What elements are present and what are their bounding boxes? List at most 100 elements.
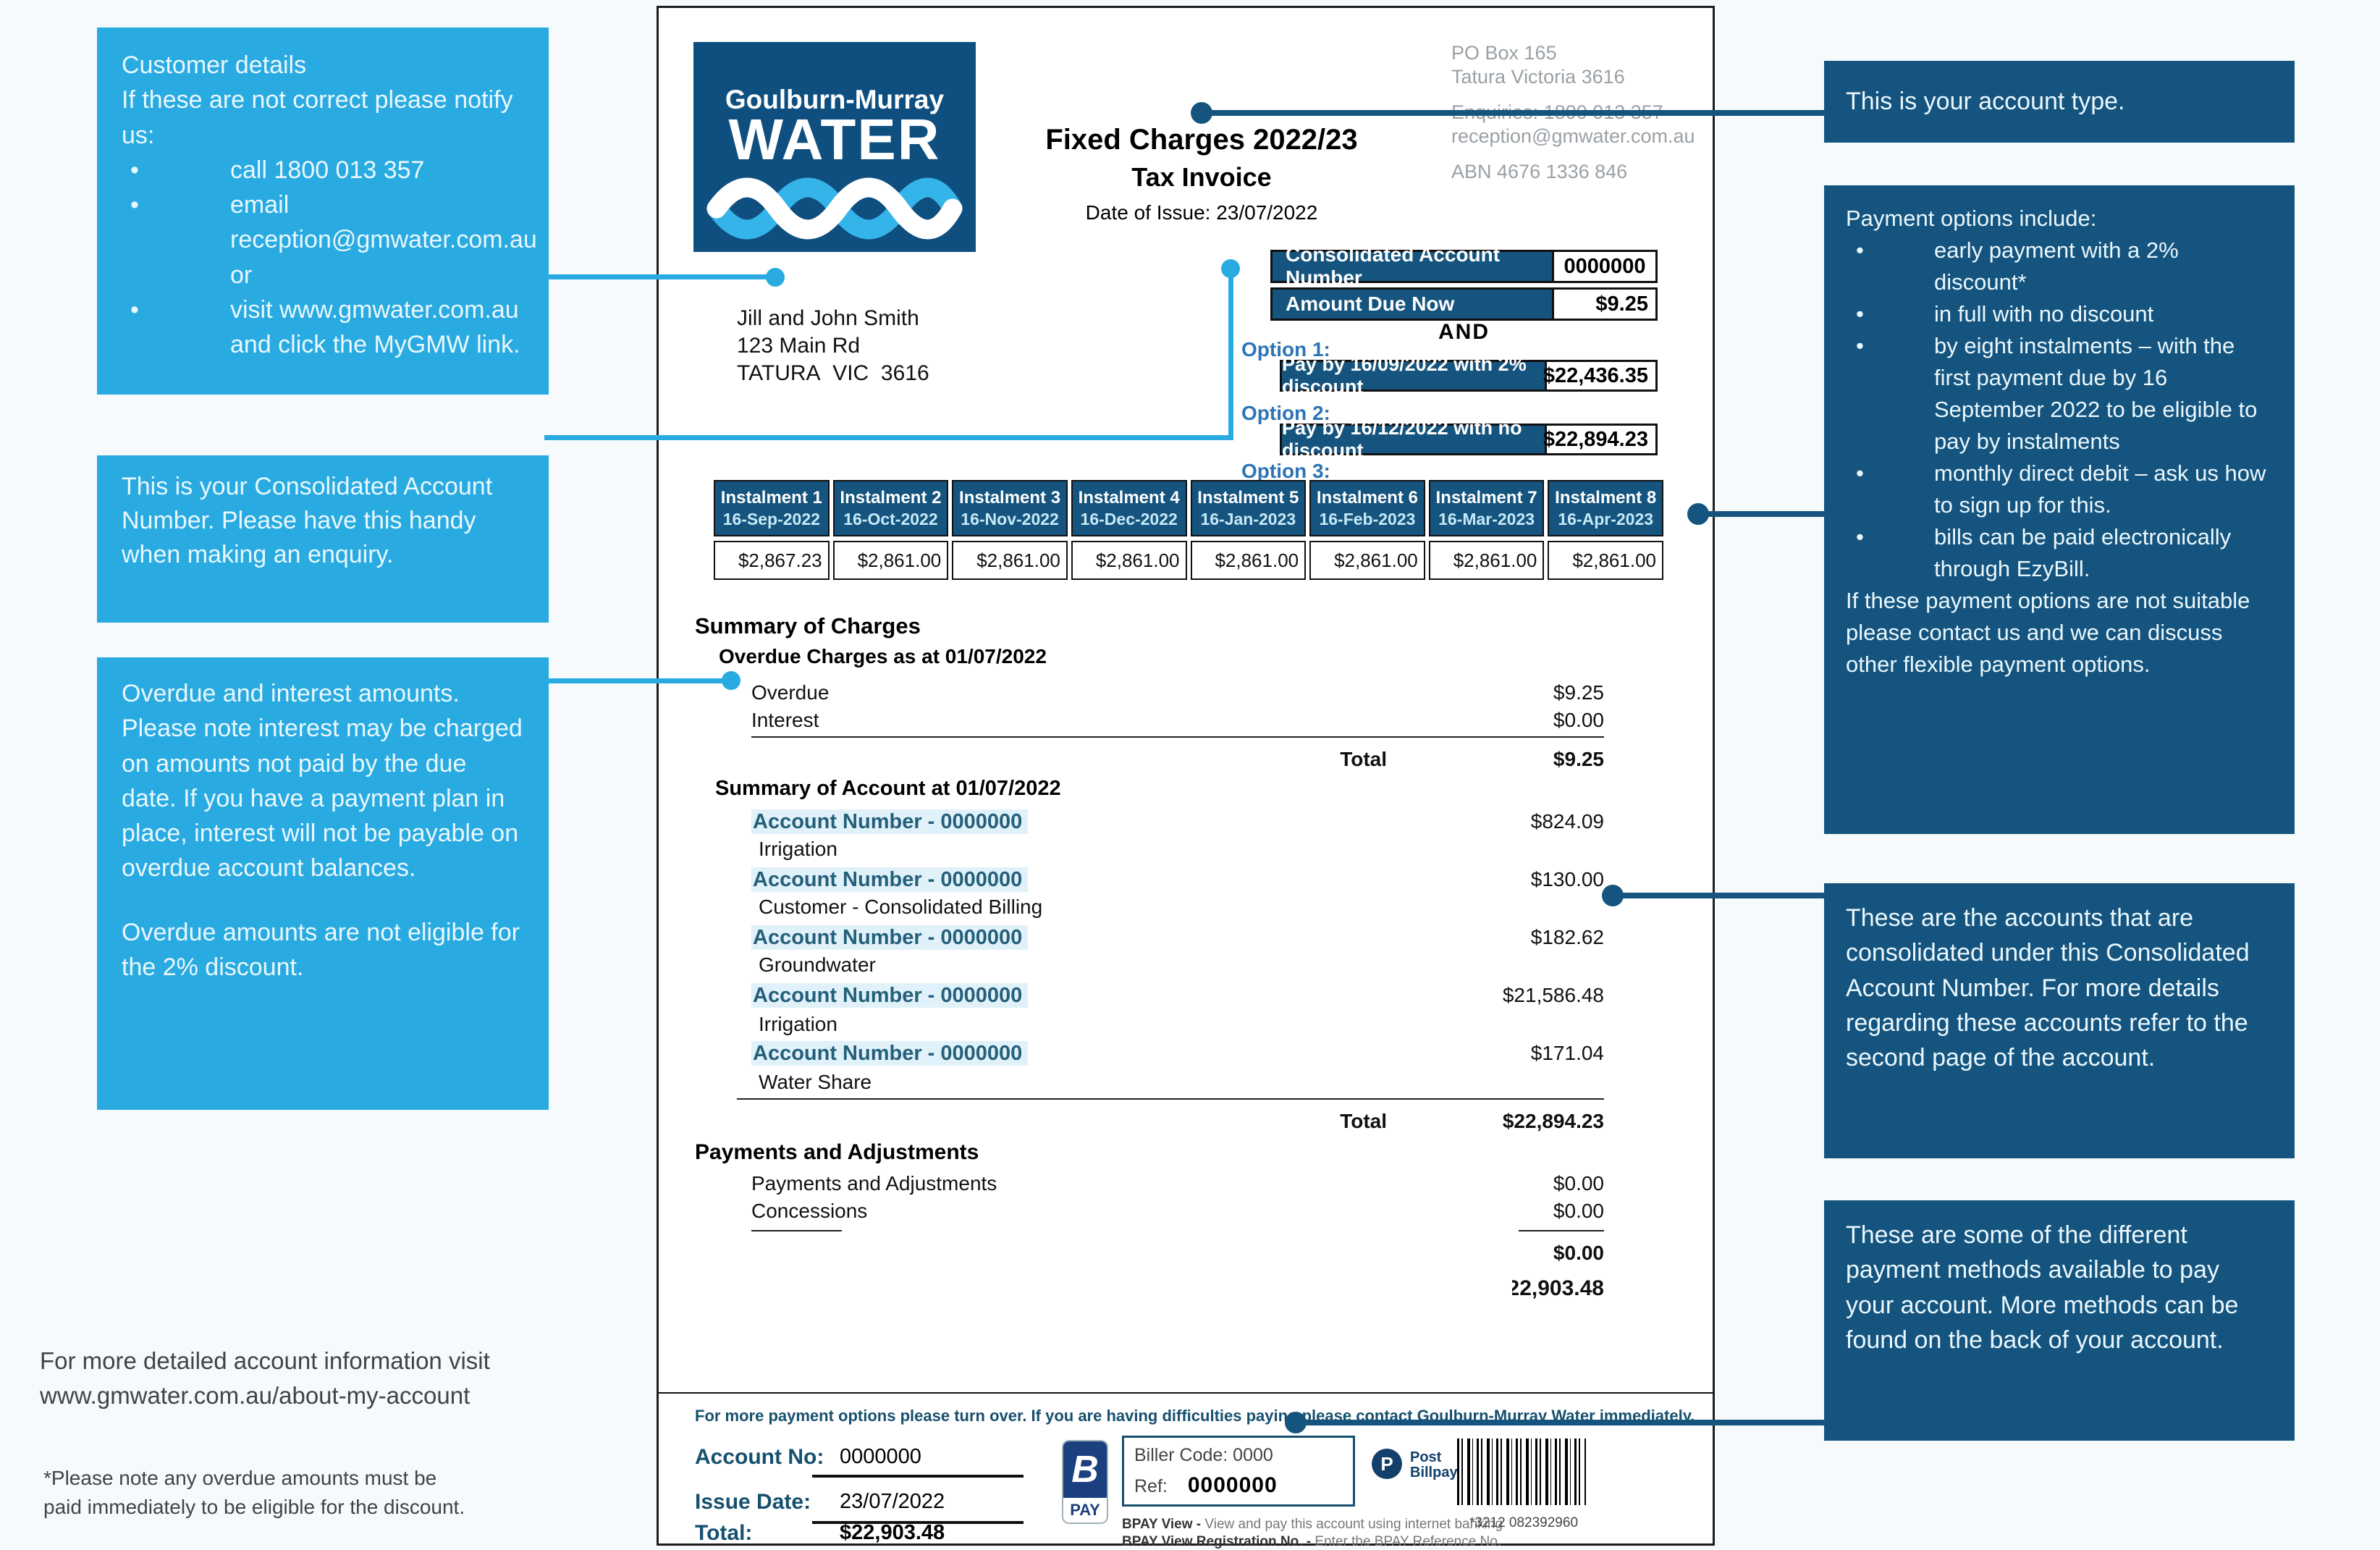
account-summary-total-label: Total	[1340, 1110, 1387, 1132]
account-number-label: Account Number - 0000000	[751, 867, 1029, 892]
callout-customer-bullet: call 1800 013 357	[122, 153, 524, 188]
instalment-column: Instalment 7 16-Mar-2023 $2,861.00	[1428, 480, 1545, 580]
payment-options-outro: If these payment options are not suitabl…	[1846, 588, 2250, 678]
instalment-amount: $2,861.00	[832, 541, 949, 580]
connector-consolidated-vertical	[1228, 268, 1233, 440]
account-summary-divider	[737, 1098, 1604, 1100]
instalment-column: Instalment 6 16-Feb-2023 $2,861.00	[1309, 480, 1425, 580]
callout-customer-details: Customer details If these are not correc…	[97, 28, 549, 395]
barcode-number: *3212 082392960	[1469, 1515, 1579, 1530]
account-row: Account Number - 0000000 $130.00	[751, 867, 1604, 892]
interest-row: Interest $0.00	[751, 709, 1604, 732]
connector-instalments	[1698, 511, 1824, 517]
charges-total-row: Total $9.25	[751, 748, 1604, 771]
payments-total-rule	[1519, 1230, 1604, 1231]
connector-customer-to-address	[547, 274, 782, 279]
ref-label: Ref:	[1134, 1476, 1168, 1496]
billpay-text: Billpay	[1410, 1465, 1458, 1480]
connector-dot-account-type	[1191, 102, 1212, 124]
account-row: Account Number - 0000000 $824.09	[751, 809, 1604, 834]
recipient-street: 123 Main Rd	[737, 334, 861, 358]
instalment-amount: $2,861.00	[1309, 541, 1425, 580]
bpay-view-line2: BPAY View Registration No. - Enter the B…	[1122, 1534, 1501, 1550]
option3-label: Option 3:	[1241, 460, 1330, 482]
account-type: Groundwater	[759, 953, 876, 976]
bpay-b-icon: B	[1063, 1441, 1107, 1498]
instalment-name: Instalment 1	[720, 488, 822, 507]
option1-row: Pay by 16/09/2022 with 2% discount $22,4…	[1280, 353, 1658, 397]
account-type-row: Irrigation	[751, 1013, 1604, 1036]
connector-account-type	[1202, 110, 1824, 116]
option2-label: Option 2:	[1241, 402, 1330, 424]
account-type: Irrigation	[759, 1013, 837, 1035]
callout-account-type-text: This is your account type.	[1846, 88, 2125, 116]
more-info-line2: www.gmwater.com.au/about-my-account	[40, 1382, 470, 1409]
callout-overdue-paragraph1: Overdue and interest amounts. Please not…	[122, 680, 523, 883]
payments-subtotal: $0.00	[1553, 1242, 1604, 1264]
account-summary-total-value: $22,894.23	[1502, 1110, 1604, 1132]
callout-consolidated-text: This is your Consolidated Account Number…	[122, 473, 493, 568]
overdue-label: Overdue	[751, 681, 830, 704]
callout-customer-bullet: visit www.gmwater.com.au and click the M…	[122, 292, 524, 363]
payments-row: Payments and Adjustments $0.00	[751, 1172, 1604, 1195]
summary-of-account-heading: Summary of Account at 01/07/2022	[715, 777, 1061, 800]
payment-option-bullet: by eight instalments – with the first pa…	[1846, 330, 2273, 458]
biller-code: Biller Code: 0000	[1134, 1445, 1273, 1465]
grand-total-value: $22,903.48	[1495, 1276, 1604, 1300]
payment-options-list: early payment with a 2% discount* in ful…	[1846, 235, 2273, 585]
instalment-table: Instalment 1 16-Sep-2022 $2,867.23 Instal…	[714, 480, 1663, 580]
option1-text: Pay by 16/09/2022 with 2% discount	[1282, 353, 1545, 397]
payments-subtotal-row: $0.00	[751, 1242, 1604, 1265]
callout-customer-list: call 1800 013 357 email reception@gmwate…	[122, 153, 537, 363]
slip-total-label: Total:	[695, 1521, 753, 1545]
interest-label: Interest	[751, 709, 819, 731]
instalment-name: Instalment 7	[1435, 488, 1537, 507]
callout-payment-options: Payment options include: early payment w…	[1824, 185, 2295, 834]
account-number-label: Account Number - 0000000	[751, 983, 1029, 1008]
account-number-label: Account Number - 0000000	[751, 925, 1029, 950]
callout-overdue-paragraph2: Overdue amounts are not eligible for the…	[122, 918, 520, 981]
contact-email: reception@gmwater.com.au	[1451, 125, 1695, 147]
amount-due-row: Amount Due Now $9.25	[1270, 287, 1658, 321]
instalment-name: Instalment 6	[1316, 488, 1418, 507]
overdue-value: $9.25	[1553, 681, 1604, 704]
payment-option-bullet: bills can be paid electronically through…	[1846, 521, 2273, 585]
consolidated-account-label: Consolidated Account Number	[1273, 243, 1552, 289]
instalment-date: 16-Oct-2022	[843, 510, 938, 528]
invoice-sheet: Goulburn-Murray WATER Fixed Charges 2022…	[657, 6, 1715, 1549]
slip-total-value: $22,903.48	[840, 1521, 945, 1544]
account-type-row: Irrigation	[751, 838, 1604, 861]
callout-customer-intro: If these are not correct please notify u…	[122, 86, 513, 149]
concessions-value: $0.00	[1553, 1200, 1604, 1222]
callout-payment-methods: These are some of the different payment …	[1824, 1200, 2295, 1441]
instalment-amount: $2,861.00	[1548, 541, 1663, 580]
option2-text: Pay by 16/12/2022 with no discount	[1282, 417, 1545, 461]
payment-options-intro: Payment options include:	[1846, 206, 2097, 231]
account-type-row: Groundwater	[751, 953, 1604, 977]
account-value: $130.00	[1530, 868, 1604, 890]
bpay-view-line2-text: Enter the BPAY Reference No.	[1311, 1534, 1502, 1549]
contact-city: Tatura Victoria 3616	[1451, 66, 1625, 88]
charges-total-label: Total	[1340, 748, 1387, 770]
account-type-row: Water Share	[751, 1071, 1604, 1094]
post-billpay-icon: P	[1372, 1449, 1402, 1479]
bpay-view-line1-bold: BPAY View -	[1122, 1517, 1202, 1532]
invoice-title: Fixed Charges 2022/23	[1045, 124, 1358, 156]
account-value: $21,586.48	[1502, 984, 1604, 1006]
bpay-logo: B PAY	[1062, 1440, 1108, 1524]
slip-account-label: Account No:	[695, 1445, 824, 1469]
account-row: Account Number - 0000000 $182.62	[751, 925, 1604, 950]
instalment-name: Instalment 8	[1555, 488, 1657, 507]
callout-consolidated-accounts-text: These are the accounts that are consolid…	[1846, 904, 2250, 1072]
concessions-underline	[751, 1230, 842, 1231]
instalment-date: 16-Jan-2023	[1200, 510, 1296, 528]
bpay-view-line1: BPAY View - View and pay this account us…	[1122, 1517, 1503, 1533]
slip-account-underline	[812, 1475, 1024, 1478]
account-type: Customer - Consolidated Billing	[759, 896, 1043, 918]
gmw-logo: Goulburn-Murray WATER	[693, 42, 976, 252]
account-summary-total-row: Total $22,894.23	[751, 1110, 1604, 1133]
callout-consolidated-accounts: These are the accounts that are consolid…	[1824, 883, 2295, 1158]
option1-label: Option 1:	[1241, 338, 1330, 361]
consolidated-account-value: 0000000	[1554, 252, 1655, 281]
slip-account-value: 0000000	[840, 1445, 921, 1468]
